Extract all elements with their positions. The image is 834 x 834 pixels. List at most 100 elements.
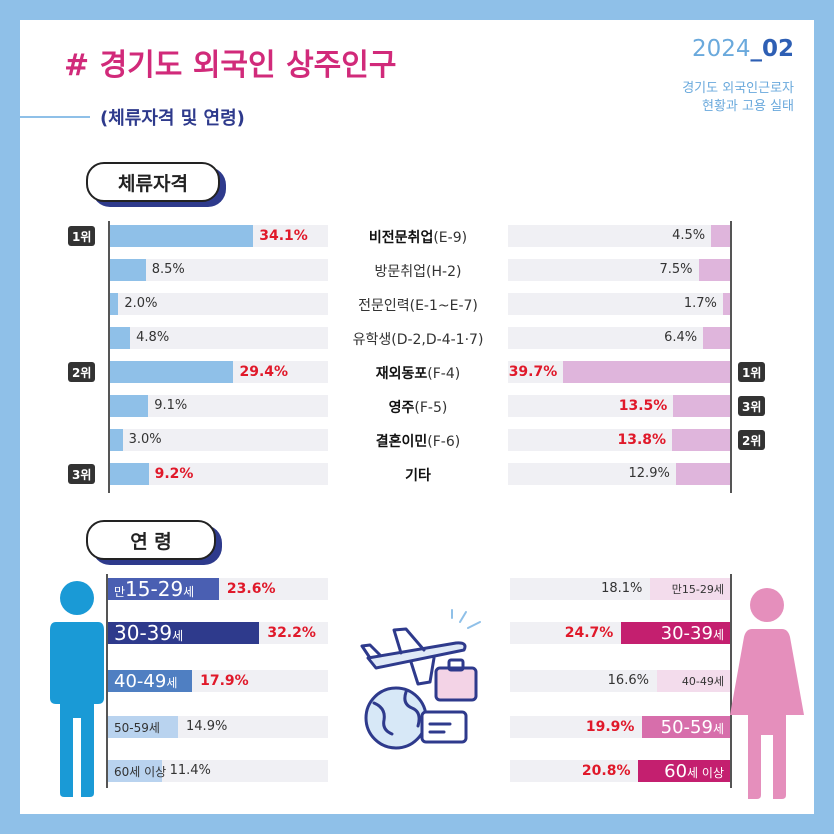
visa-left-row-bg [110,463,328,485]
visa-left-value: 2.0% [124,296,158,311]
age-female-cat-big: 60 [664,760,688,782]
visa-left-bar [110,463,149,485]
age-male-value: 23.6% [226,581,276,597]
visa-category-rest: (F-6) [427,434,461,450]
visa-right-row-bg [508,293,730,315]
age-female-cat-suffix: 40-49세 [681,675,724,688]
age-female-bar: 60세 이상 [638,760,730,782]
visa-category-rest: (F-4) [427,366,461,382]
visa-category-label: 재외동포(F-4) [318,363,518,383]
visa-category-bold: 재외동포 [375,366,428,382]
visa-category-label: 방문취업(H-2) [318,261,518,281]
age-female-bar: 50-59세 [642,716,730,738]
age-female-bar: 30-39세 [621,622,730,644]
visa-right-bar [722,293,730,315]
visa-category-label: 전문인력(E-1~E-7) [318,295,518,315]
visa-left-value: 8.5% [151,262,185,277]
age-male-bar: 30-39세 [108,621,260,645]
age-female-value: 16.6% [607,673,649,688]
issue-year: 2024 [691,36,751,62]
visa-left-row-bg [110,395,328,417]
age-male-row-bg [108,760,328,782]
visa-right-row-bg [508,327,730,349]
visa-right-row-bg [508,463,730,485]
visa-right-value: 1.7% [683,296,717,311]
source-line-1: 경기도 외국인근로자 [682,81,794,96]
age-male-cat-big: 15-29 [125,577,184,601]
visa-category-label: 결혼이민(F-6) [318,431,518,451]
age-female-value: 18.1% [601,581,643,596]
age-female-bar-label: 50-59세 [661,717,730,738]
visa-left-value: 4.8% [136,330,170,345]
visa-right-bar [698,259,730,281]
age-female-bar: 40-49세 [656,670,730,692]
visa-right-bar [563,361,730,383]
subtitle-rule [20,116,90,118]
age-male-bar: 만15-29세 [108,577,219,601]
visa-category-label: 기타 [318,465,518,485]
visa-right-bar [673,395,730,417]
visa-left-bar [110,327,131,349]
visa-category-bold: 비전문취업 [368,230,434,246]
visa-right-value: 4.5% [672,228,706,243]
visa-left-rank-badge: 1위 [68,226,96,246]
visa-left-bar [110,361,234,383]
age-male-bar-label: 30-39세 [108,621,183,645]
age-male-cat-big: 30-39 [114,621,173,645]
visa-left-value: 9.1% [154,398,188,413]
visa-category-bold: 기타 [405,468,431,484]
visa-right-axis [730,221,732,493]
age-male-bar-label: 만15-29세 [108,577,194,601]
age-male-value: 17.9% [200,673,249,689]
visa-right-value: 13.8% [617,432,667,448]
visa-category-bold: 결혼이민 [375,434,428,450]
page-title: # 경기도 외국인 상주인구 [64,48,397,83]
visa-right-value: 39.7% [508,364,558,380]
age-female-bar-label: 만15-29세 [672,581,730,597]
age-male-bar-label: 50-59세 [108,719,160,736]
age-left-axis [106,574,108,788]
visa-left-value: 34.1% [259,228,308,244]
age-male-value: 32.2% [267,625,316,641]
visa-left-bar [110,395,149,417]
visa-left-bar [110,259,146,281]
visa-left-value: 3.0% [128,432,162,447]
age-female-cat-suffix: 만15-29세 [671,583,724,596]
visa-left-bar [110,293,119,315]
visa-left-row-bg [110,429,328,451]
age-male-value: 11.4% [169,763,211,778]
visa-right-rank-badge: 1위 [738,362,766,382]
age-male-cat-suffix: 세 [166,675,178,690]
age-female-bar: 만15-29세 [650,578,730,600]
male-figure-icon [50,581,104,797]
age-male-cat-suffix: 세 [183,585,195,599]
visa-right-value: 12.9% [628,466,670,481]
visa-right-rank-badge: 2위 [738,430,766,450]
issue-label: 2024_02 [692,36,794,62]
age-female-cat-suffix: 세 [712,721,724,736]
visa-category-bold: 영주 [388,400,415,416]
age-female-cat-suffix: 세 이상 [687,765,724,780]
visa-category-rest: 방문취업(H-2) [374,264,462,280]
age-male-cat-suffix: 50-59세 [114,720,160,735]
visa-category-label: 비전문취업(E-9) [318,227,518,247]
visa-category-label: 영주(F-5) [318,397,518,417]
age-right-axis [730,574,732,788]
visa-right-bar [675,463,730,485]
visa-left-value: 9.2% [154,466,194,482]
visa-left-value: 29.4% [239,364,289,380]
age-female-cat-big: 50-59 [660,716,713,738]
age-male-cat-prefix: 만 [114,585,126,599]
age-male-cat-suffix: 세 [172,629,184,643]
age-male-bar-label: 40-49세 [108,671,177,692]
visa-category-rest: 유학생(D-2,D-4-1·7) [352,332,484,348]
visa-right-value: 7.5% [659,262,693,277]
visa-right-row-bg [508,259,730,281]
visa-right-bar [703,327,730,349]
age-female-cat-big: 30-39 [660,622,713,644]
age-male-value: 14.9% [186,719,228,734]
visa-left-row-bg [110,327,328,349]
airplane-globe-icon [360,609,481,750]
visa-right-rank-badge: 3위 [738,396,766,416]
